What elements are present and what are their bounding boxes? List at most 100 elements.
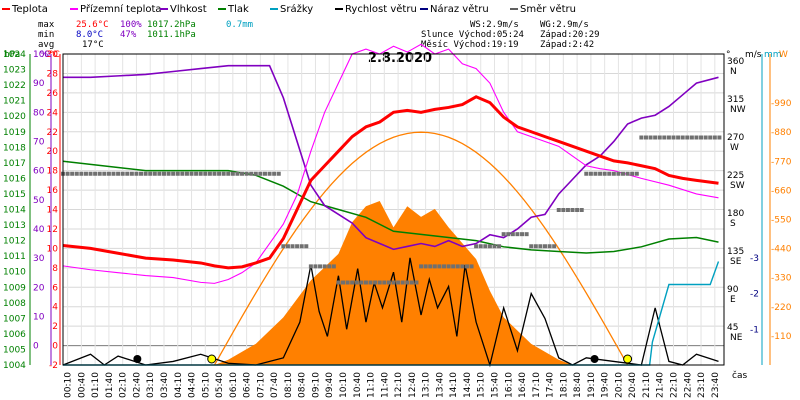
w-tick: -550 [771, 216, 792, 226]
x-tick-label: 05:40 [215, 372, 225, 398]
wind-dir-point [295, 244, 300, 249]
temp-tick: 24 [47, 108, 59, 118]
x-tick-label: 19:40 [601, 372, 611, 398]
x-axis-label: čas [732, 370, 747, 381]
legend-label-0: Teplota [11, 4, 48, 15]
deg-tick-num: 45 [727, 323, 738, 333]
legend-label-3: Tlak [227, 4, 249, 15]
series-vlhkost [63, 64, 719, 251]
wind-dir-point [602, 171, 607, 176]
temp-tick: 4 [52, 303, 58, 313]
plot-frame [62, 53, 725, 366]
temp-tick: 22 [47, 128, 58, 138]
legend-label-7: Směr větru [520, 3, 576, 15]
wind-dir-point [212, 171, 217, 176]
deg-tick-dir: SE [730, 257, 742, 267]
w-tick: -660 [771, 186, 792, 196]
hpa-tick: 1014 [3, 206, 26, 216]
wind-dir-point [341, 280, 346, 285]
wind-dir-point [258, 171, 263, 176]
x-tick-label: 11:10 [367, 372, 377, 398]
pct-tick: 30 [33, 254, 45, 264]
wind-dir-point [579, 208, 584, 212]
x-tick-label: 21:40 [656, 372, 666, 398]
legend-label-4: Srážky [280, 3, 313, 15]
wind-dir-point [161, 171, 166, 176]
temp-tick: 20 [47, 147, 59, 157]
wind-dir-point [184, 171, 189, 176]
sun-set: Západ:20:29 [540, 30, 600, 40]
wind-dir-point [469, 264, 474, 269]
pct-tick: 40 [33, 225, 45, 235]
wind-dir-point [497, 244, 502, 249]
axis-pct-label: % [40, 50, 49, 60]
wind-dir-point [575, 208, 580, 212]
sunrise-icon [207, 354, 217, 364]
wind-dir-point [598, 171, 603, 176]
wind-dir-point [501, 232, 506, 237]
wind-dir-point [221, 171, 226, 176]
x-tick-label: 13:10 [422, 372, 432, 398]
x-tick-label: 21:10 [642, 372, 652, 398]
wind-dir-point [510, 232, 515, 237]
wind-dir-point [143, 171, 148, 176]
wind-dir-point [464, 264, 469, 269]
axis-w-label: W [779, 50, 788, 60]
hpa-tick: 1016 [3, 174, 26, 184]
wind-dir-point [483, 244, 488, 249]
wind-dir-point [322, 264, 327, 269]
axis-deg-label: ° [726, 50, 731, 60]
wind-dir-point [304, 244, 309, 249]
wind-dir-point [524, 232, 529, 237]
axis-ms-label: m/s [745, 50, 762, 60]
wind-dir-point [253, 171, 258, 176]
hpa-tick: 1006 [3, 330, 26, 340]
x-tick-label: 05:10 [201, 372, 211, 398]
x-axis: 00:10 00:40 01:10 01:40 02:10 02:40 03:10 03:40… [64, 372, 721, 398]
wind-dir-point [423, 264, 428, 269]
axis-mm-label: mm [764, 50, 782, 60]
wind-dir-point [175, 171, 180, 176]
wind-dir-point [97, 171, 102, 176]
wind-dir-point [129, 171, 134, 176]
hpa-tick: 1008 [3, 299, 26, 309]
deg-tick-dir: N [730, 67, 737, 77]
deg-tick-num: 315 [727, 95, 744, 105]
wind-dir-point [83, 171, 88, 176]
wind-dir-point [414, 280, 419, 285]
pct-tick: 0 [33, 342, 39, 352]
wind-dir-point [630, 171, 635, 176]
hpa-tick: 1009 [3, 283, 26, 293]
wind-dir-point [382, 280, 387, 285]
deg-tick-num: 225 [727, 171, 744, 181]
deg-tick-num: 360 [727, 57, 744, 67]
x-tick-label: 14:10 [449, 372, 459, 398]
wind-dir-point [368, 280, 373, 285]
wind-dir-point [331, 264, 336, 269]
wind-dir-point [336, 280, 341, 285]
wind-dir-point [285, 244, 290, 249]
wind-dir-point [542, 244, 547, 249]
legend-label-6: Náraz větru [430, 3, 489, 15]
wind-dir-point [565, 208, 570, 212]
series-solar-theoretical [213, 131, 629, 366]
series-prizemni-teplota [62, 43, 719, 284]
x-tick-label: 07:40 [270, 372, 280, 398]
x-tick-label: 15:40 [490, 372, 500, 398]
x-tick-label: 09:40 [325, 372, 335, 398]
wind-dir-point [607, 171, 612, 176]
hpa-tick: 1011 [3, 252, 26, 262]
temp-tick: 10 [47, 244, 59, 254]
x-tick-label: 20:40 [628, 372, 638, 398]
temp-tick: 2 [52, 322, 58, 332]
wind-dir-point [198, 171, 203, 176]
w-tick: -770 [771, 157, 792, 167]
wind-dir-point [244, 171, 249, 176]
wind-dir-point [272, 171, 277, 176]
wind-dir-point [194, 171, 199, 176]
wind-dir-point [249, 171, 254, 176]
wind-dir-point [506, 232, 511, 237]
x-tick-label: 11:40 [380, 372, 390, 398]
wind-wg: WG:2.9m/s [540, 20, 589, 30]
